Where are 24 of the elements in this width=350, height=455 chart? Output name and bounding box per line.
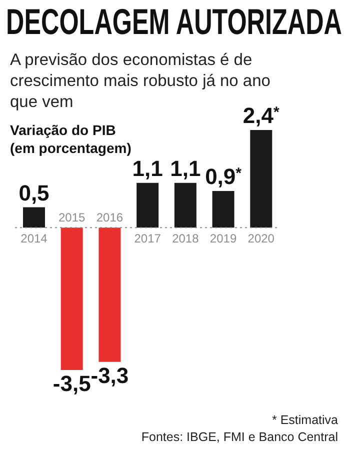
x-tick-label: 2014: [20, 232, 48, 246]
data-label: -3,5: [52, 371, 91, 396]
x-tick-label: 2018: [172, 232, 200, 246]
x-tick-label: 2017: [134, 232, 162, 246]
x-tick-label: 2020: [248, 232, 275, 246]
text: * Estimativa: [271, 412, 338, 429]
data-label: -3,3: [90, 362, 129, 388]
chart-title: DECOLAGEM AUTORIZADA: [6, 1, 342, 42]
bar: [250, 130, 272, 228]
data-label: 0,9$^{*}$: [205, 164, 242, 190]
text: Fontes: IBGE, FMI e Banco Central: [141, 429, 338, 446]
x-tick-label: 2016: [96, 210, 124, 225]
bar: [174, 182, 196, 228]
bar: [23, 207, 45, 228]
x-tick-label: 2019: [210, 232, 237, 246]
bar: [212, 191, 234, 228]
data-label: 0,5: [18, 180, 50, 206]
x-tick-label: 2015: [58, 210, 86, 225]
y-axis-title: Variação do PIB (em porcentagem): [10, 121, 132, 157]
data-label: 1,1: [132, 156, 163, 181]
bar: [98, 228, 121, 362]
data-label: 1,1: [170, 156, 201, 181]
bar: [136, 182, 159, 228]
bar: [60, 228, 83, 370]
